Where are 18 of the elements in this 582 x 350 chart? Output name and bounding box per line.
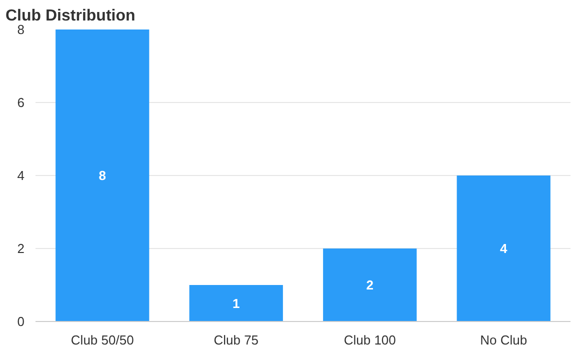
y-tick-label: 6	[17, 95, 25, 110]
bar	[323, 248, 417, 322]
y-tick-label: 0	[17, 314, 25, 329]
y-tick-label: 2	[17, 241, 25, 256]
x-tick-label: Club 100	[344, 332, 396, 348]
data-label: 4	[500, 241, 508, 256]
bar	[189, 285, 283, 322]
y-tick-label: 8	[17, 22, 25, 37]
data-label: 8	[98, 168, 106, 183]
x-tick-label: Club 50/50	[70, 332, 134, 348]
bar	[456, 176, 550, 322]
data-label: 2	[366, 278, 374, 292]
x-tick-label: No Club	[480, 332, 528, 348]
bar	[56, 30, 150, 322]
x-tick-label: Club 75	[214, 332, 259, 348]
y-tick-label: 4	[17, 168, 25, 183]
chart-title: Club Distribution	[6, 8, 136, 24]
data-label: 1	[232, 296, 240, 311]
